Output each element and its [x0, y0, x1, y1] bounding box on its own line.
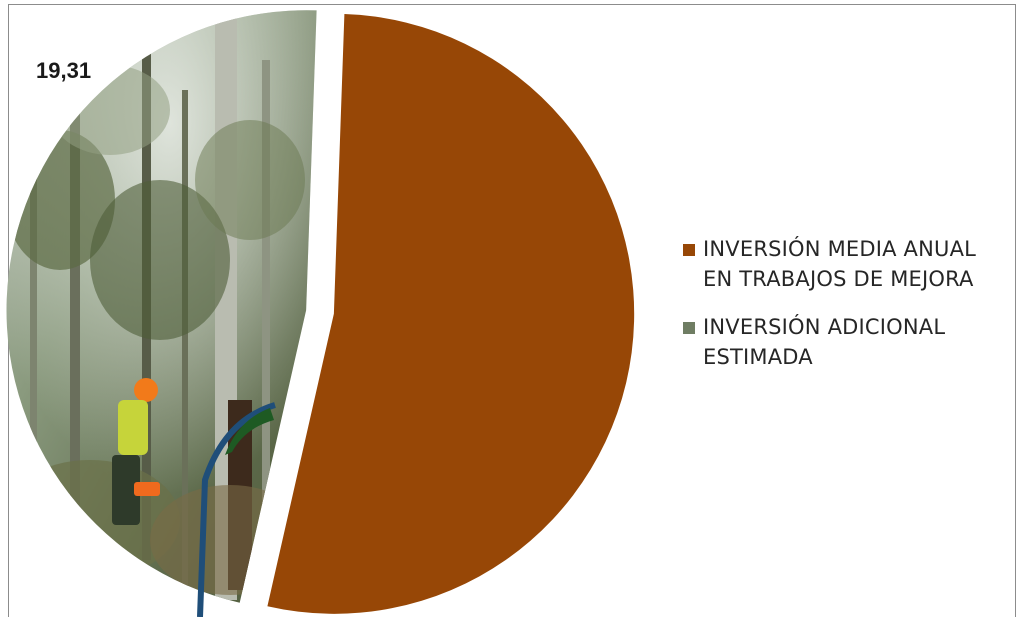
- pie-slice-inversion-media-anual: [267, 14, 635, 614]
- legend-item-inversion-media-anual: INVERSIÓN MEDIA ANUAL EN TRABAJOS DE MEJ…: [683, 234, 1013, 294]
- legend-label-line1: INVERSIÓN MEDIA ANUAL: [703, 237, 977, 261]
- legend-label-line2: ESTIMADA: [703, 345, 813, 369]
- legend-item-inversion-adicional: INVERSIÓN ADICIONAL ESTIMADA: [683, 312, 1013, 372]
- pie-slice-inversion-adicional: [6, 10, 317, 603]
- legend-label-line1: INVERSIÓN ADICIONAL: [703, 315, 946, 339]
- legend-swatch: [683, 322, 695, 334]
- data-label-adicional: 19,31: [36, 58, 91, 83]
- legend-label-line2: EN TRABAJOS DE MEJORA: [703, 267, 974, 291]
- legend-swatch: [683, 244, 695, 256]
- arrow-annotation-fill: [225, 408, 274, 455]
- arrow-annotation: [197, 402, 276, 617]
- legend: INVERSIÓN MEDIA ANUAL EN TRABAJOS DE MEJ…: [683, 234, 1013, 390]
